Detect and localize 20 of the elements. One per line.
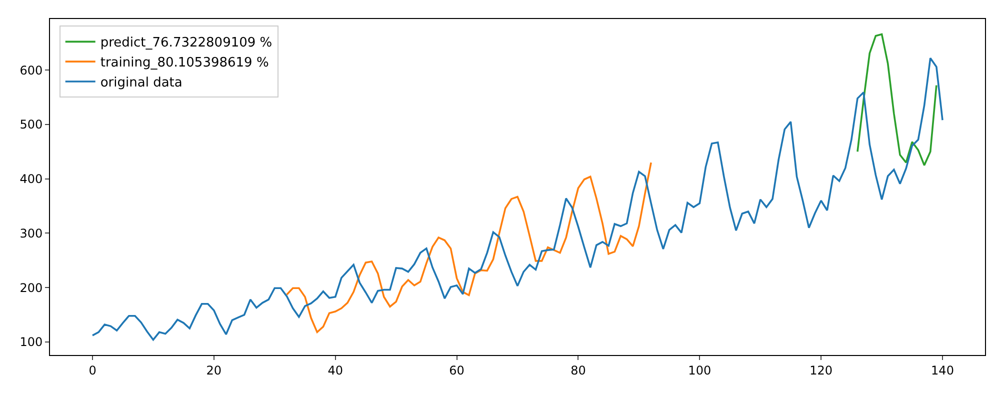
line-series xyxy=(286,162,652,334)
x-tick-label: 120 xyxy=(810,363,833,378)
line-series xyxy=(92,57,944,341)
x-tick-label: 20 xyxy=(206,363,222,378)
legend-label: predict_76.7322809109 % xyxy=(100,36,272,51)
x-tick-label: 140 xyxy=(931,363,954,378)
x-tick-label: 40 xyxy=(328,363,343,378)
x-tick-label: 100 xyxy=(688,363,712,378)
y-tick-label: 300 xyxy=(20,226,43,240)
x-tick-label: 0 xyxy=(88,363,96,378)
legend-label: training_80.105398619 % xyxy=(100,56,269,71)
y-tick-label: 400 xyxy=(20,172,43,186)
y-tick-label: 600 xyxy=(20,63,43,78)
y-tick-label: 100 xyxy=(20,335,43,350)
y-tick-label: 200 xyxy=(20,280,43,295)
line-series xyxy=(856,33,938,166)
legend-label: original data xyxy=(100,76,182,91)
x-tick-label: 60 xyxy=(449,363,464,378)
x-tick-label: 80 xyxy=(570,363,586,378)
y-tick-label: 500 xyxy=(20,118,43,132)
